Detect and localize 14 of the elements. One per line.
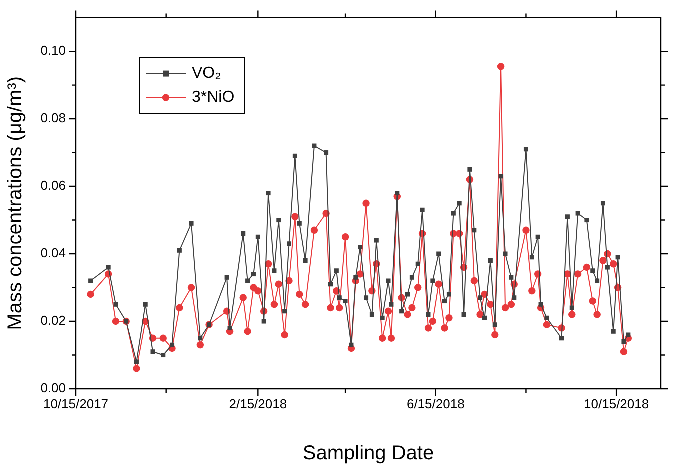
legend-label: VO₂ (192, 65, 222, 82)
y-tick-label: 0.00 (40, 380, 66, 396)
y-tick-label: 0.06 (40, 178, 66, 194)
y-tick-label: 0.02 (40, 313, 66, 328)
x-axis-title: Sampling Date (302, 442, 434, 465)
x-tick-label: 10/15/2018 (584, 396, 650, 412)
y-tick-label: 0.04 (40, 246, 66, 261)
y-tick-label: 0.10 (40, 43, 66, 58)
y-axis-title: Mass concentrations (μg/m³) (4, 76, 27, 330)
x-tick-label: 10/15/2017 (43, 396, 109, 412)
x-tick-label: 2/15/2018 (229, 396, 288, 412)
y-tick-label: 0.08 (40, 110, 66, 126)
x-tick-label: 6/15/2018 (406, 396, 465, 412)
legend-label: 3*NiO (192, 89, 235, 106)
